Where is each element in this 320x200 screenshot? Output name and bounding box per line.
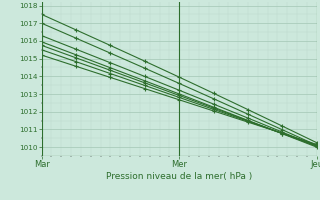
X-axis label: Pression niveau de la mer( hPa ): Pression niveau de la mer( hPa ) (106, 172, 252, 181)
